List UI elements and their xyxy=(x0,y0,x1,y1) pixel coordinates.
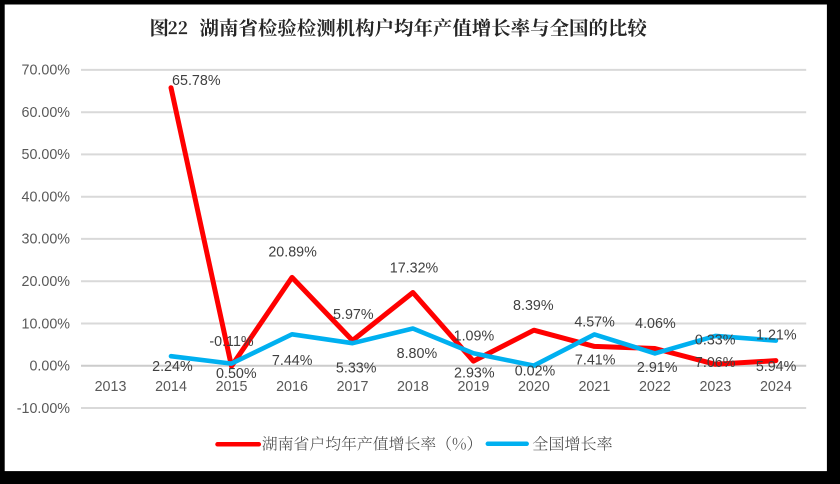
svg-text:2020: 2020 xyxy=(518,379,550,395)
svg-text:4.57%: 4.57% xyxy=(574,315,615,331)
svg-text:2021: 2021 xyxy=(578,379,610,395)
svg-text:2019: 2019 xyxy=(457,379,489,395)
svg-text:30.00%: 30.00% xyxy=(22,232,71,248)
svg-text:20.00%: 20.00% xyxy=(22,274,71,290)
svg-text:2013: 2013 xyxy=(95,379,127,395)
svg-text:65.78%: 65.78% xyxy=(172,73,221,89)
svg-text:2023: 2023 xyxy=(699,379,731,395)
svg-text:50.00%: 50.00% xyxy=(22,147,71,163)
svg-text:60.00%: 60.00% xyxy=(22,105,71,121)
svg-text:-10.00%: -10.00% xyxy=(17,401,71,417)
svg-text:17.32%: 17.32% xyxy=(390,261,439,277)
svg-text:70.00%: 70.00% xyxy=(22,63,71,79)
svg-text:-0.11%: -0.11% xyxy=(209,334,254,350)
svg-text:0.33%: 0.33% xyxy=(695,332,736,348)
svg-text:0.00%: 0.00% xyxy=(29,359,70,375)
svg-text:4.06%: 4.06% xyxy=(635,316,676,332)
svg-text:5.97%: 5.97% xyxy=(333,307,374,323)
svg-text:10.00%: 10.00% xyxy=(22,316,71,332)
svg-text:2024: 2024 xyxy=(760,379,792,395)
svg-text:7.44%: 7.44% xyxy=(272,353,313,369)
svg-text:0.50%: 0.50% xyxy=(216,366,257,382)
svg-text:20.89%: 20.89% xyxy=(268,245,317,261)
svg-text:1.09%: 1.09% xyxy=(454,329,495,345)
svg-text:2017: 2017 xyxy=(337,379,369,395)
svg-text:2.24%: 2.24% xyxy=(152,359,193,375)
svg-text:2022: 2022 xyxy=(639,379,671,395)
svg-text:7.06%: 7.06% xyxy=(695,355,736,371)
svg-text:2014: 2014 xyxy=(155,379,187,395)
svg-text:1.21%: 1.21% xyxy=(756,328,797,344)
svg-text:7.41%: 7.41% xyxy=(575,353,616,369)
svg-text:40.00%: 40.00% xyxy=(22,190,71,206)
svg-text:2.93%: 2.93% xyxy=(454,366,495,382)
svg-text:2016: 2016 xyxy=(276,379,308,395)
svg-text:0.02%: 0.02% xyxy=(515,364,556,380)
svg-text:2015: 2015 xyxy=(216,379,248,395)
svg-text:8.80%: 8.80% xyxy=(397,346,438,362)
svg-text:2.91%: 2.91% xyxy=(637,360,678,376)
svg-text:8.39%: 8.39% xyxy=(513,298,554,314)
svg-text:5.94%: 5.94% xyxy=(756,359,797,375)
svg-text:2018: 2018 xyxy=(397,379,429,395)
svg-text:5.33%: 5.33% xyxy=(336,360,377,376)
